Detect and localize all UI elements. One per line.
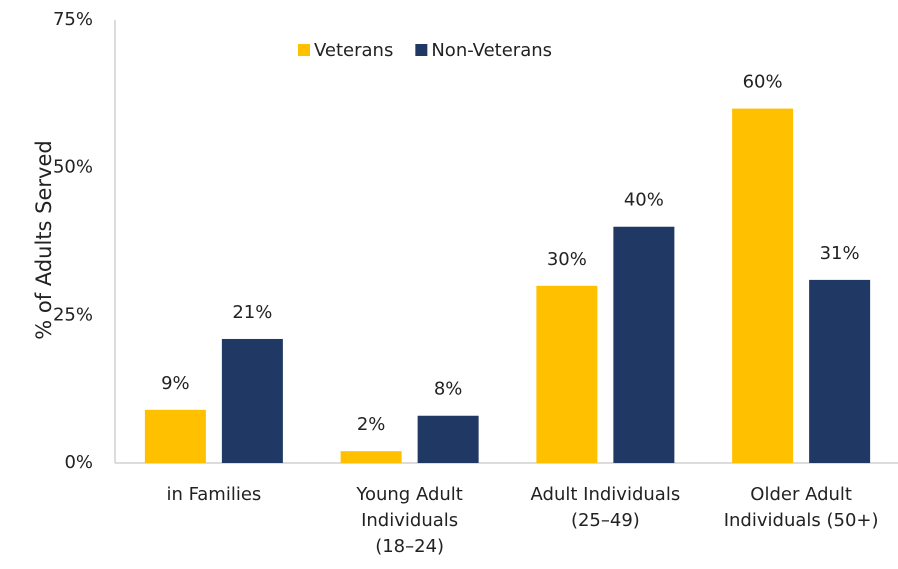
bar	[613, 226, 675, 463]
x-tick-label: Adult Individuals (25–49)	[530, 484, 681, 531]
legend-swatch	[415, 44, 428, 56]
x-tick-label: Young Adult Individuals (18–24)	[356, 484, 463, 557]
value-label: 30%	[547, 249, 587, 270]
bar	[221, 338, 283, 463]
y-axis-label: % of Adults Served	[32, 140, 56, 339]
value-label: 21%	[232, 302, 272, 323]
y-tick-label: 0%	[64, 452, 93, 473]
value-label: 60%	[743, 72, 783, 93]
bar	[417, 415, 479, 463]
bar	[809, 279, 871, 463]
y-tick-label: 75%	[53, 9, 93, 30]
y-tick-label: 50%	[53, 157, 93, 178]
bar	[340, 451, 402, 463]
legend-label: Veterans	[314, 40, 393, 61]
bar	[144, 409, 206, 463]
bar	[536, 285, 598, 463]
x-tick-label: Older Adult Individuals (50+)	[723, 484, 879, 531]
legend-swatch	[298, 44, 310, 56]
legend-label: Non-Veterans	[431, 40, 552, 61]
value-label: 31%	[820, 243, 860, 264]
value-label: 2%	[357, 414, 386, 435]
value-label: 40%	[624, 190, 664, 211]
x-tick-label: in Families	[166, 484, 262, 505]
bar	[732, 108, 794, 463]
value-label: 8%	[434, 379, 463, 400]
value-label: 9%	[161, 373, 190, 394]
y-tick-label: 25%	[53, 304, 93, 325]
